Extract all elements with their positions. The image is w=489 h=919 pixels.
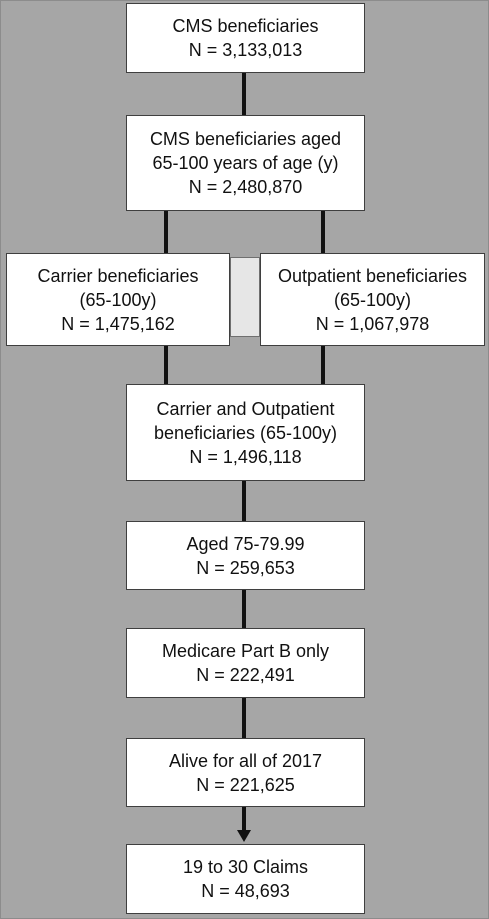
outpatient-beneficiaries-box: Outpatient beneficiaries (65-100y) N = 1… <box>260 253 485 346</box>
connector-line-alive-claims <box>242 807 246 832</box>
box-label: Carrier beneficiaries <box>37 265 199 286</box>
box-count: N = 222,491 <box>196 665 295 685</box>
box-count: N = 3,133,013 <box>188 40 303 60</box>
connector-line-outpatient-combined <box>321 346 325 384</box>
connector-line-2-outpatient <box>321 211 325 253</box>
cms-beneficiaries-box: CMS beneficiaries N = 3,133,013 <box>126 3 365 73</box>
box-label: CMS beneficiaries aged <box>149 129 342 149</box>
box-count: N = 48,693 <box>201 881 290 901</box>
connector-line-aged-partb <box>242 590 246 628</box>
box-label: (65-100y) <box>333 289 412 310</box>
connector-line-partb-alive <box>242 698 246 738</box>
box-label: 19 to 30 Claims <box>182 857 309 877</box>
aged-75-79-box: Aged 75-79.99 N = 259,653 <box>126 521 365 590</box>
box-label: Medicare Part B only <box>161 641 330 661</box>
connector-line-2-carrier <box>164 211 168 253</box>
box-label: Carrier and Outpatient <box>156 398 335 419</box>
box-label: Alive for all of 2017 <box>168 750 323 771</box>
box-count: N = 259,653 <box>196 557 295 578</box>
medicare-part-b-box: Medicare Part B only N = 222,491 <box>126 628 365 698</box>
alive-2017-box: Alive for all of 2017 N = 221,625 <box>126 738 365 807</box>
claims-19-30-box: 19 to 30 Claims N = 48,693 <box>126 844 365 914</box>
box-count: N = 1,496,118 <box>189 446 302 467</box>
box-label: (65-100y) <box>79 289 157 310</box>
box-label: CMS beneficiaries <box>172 16 319 36</box>
carrier-outpatient-link <box>230 257 260 337</box>
box-label: 65-100 years of age (y) <box>152 153 339 173</box>
arrowhead-icon <box>237 830 251 842</box>
box-label: Outpatient beneficiaries <box>277 265 468 286</box>
cms-aged-65-100-box: CMS beneficiaries aged 65-100 years of a… <box>126 115 365 211</box>
carrier-and-outpatient-box: Carrier and Outpatient beneficiaries (65… <box>126 384 365 481</box>
box-count: N = 1,067,978 <box>315 313 430 334</box>
connector-line-carrier-combined <box>164 346 168 384</box>
connector-line-1-2 <box>242 73 246 115</box>
carrier-beneficiaries-box: Carrier beneficiaries (65-100y) N = 1,47… <box>6 253 230 346</box>
box-label: beneficiaries (65-100y) <box>153 422 338 443</box>
box-label: Aged 75-79.99 <box>186 533 305 554</box>
box-count: N = 1,475,162 <box>61 313 175 334</box>
connector-line-combined-aged <box>242 481 246 521</box>
box-count: N = 221,625 <box>196 774 295 795</box>
box-count: N = 2,480,870 <box>188 177 303 197</box>
